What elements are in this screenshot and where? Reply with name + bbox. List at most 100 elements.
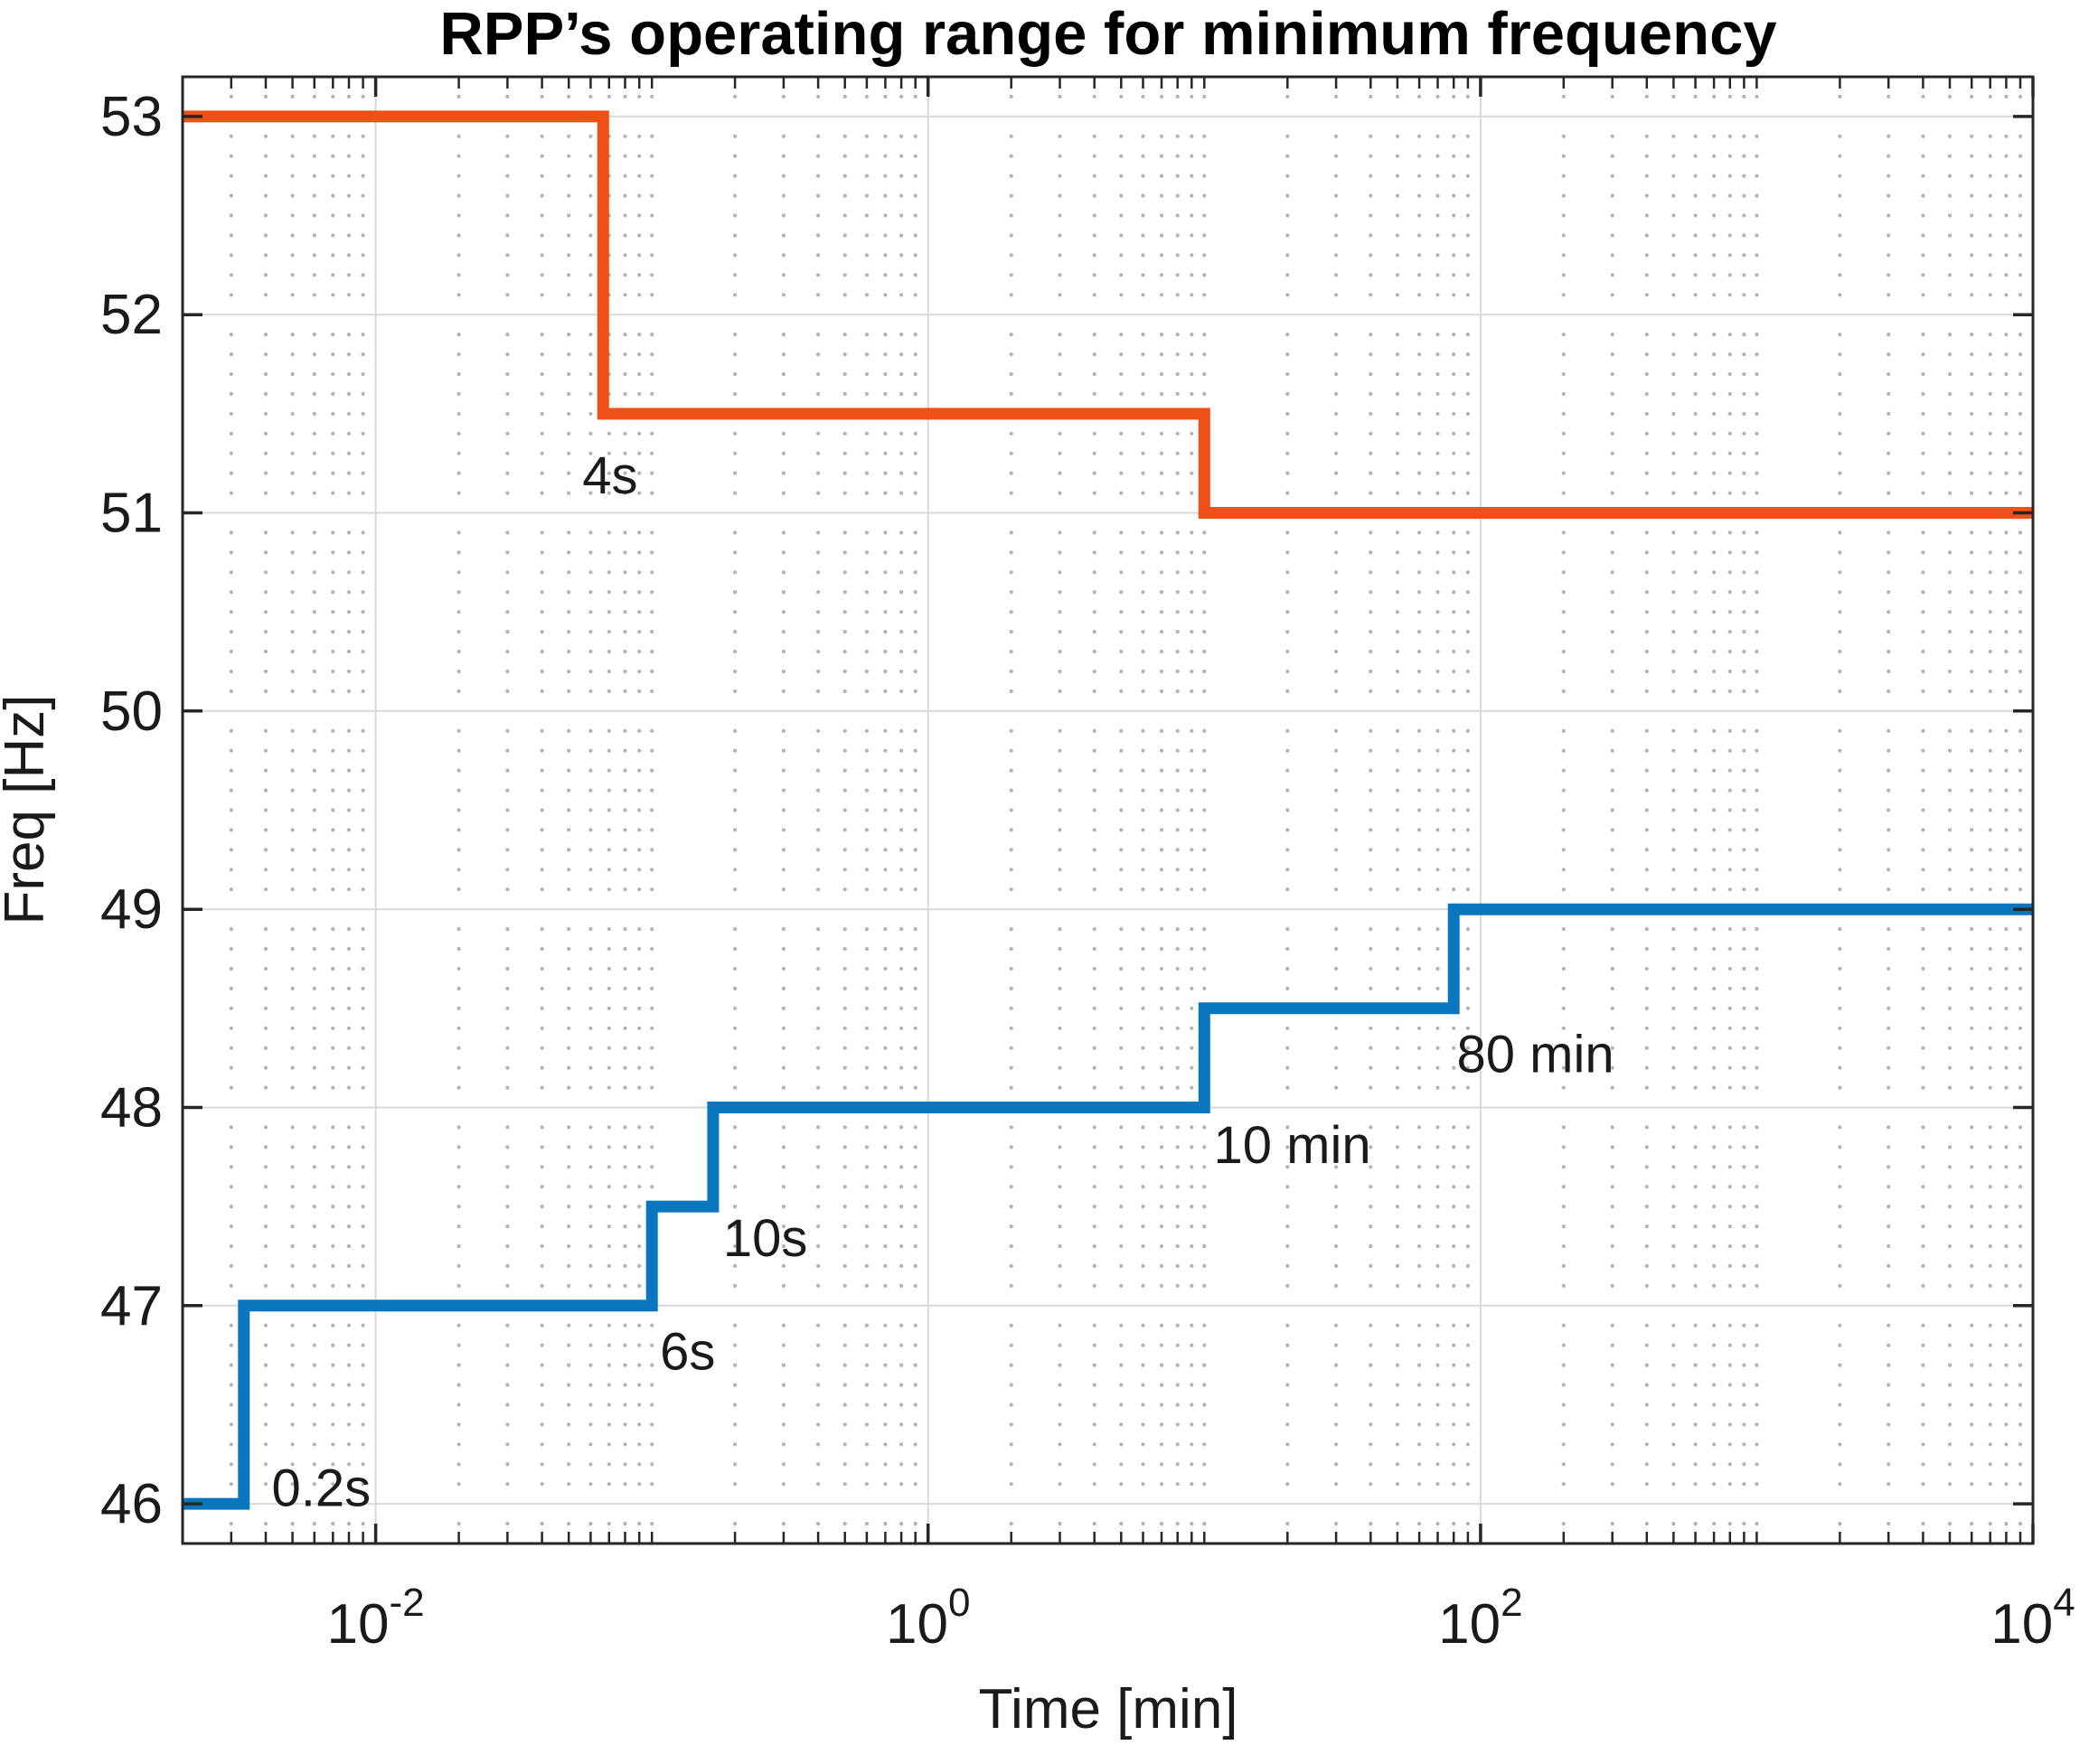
grid-dot xyxy=(623,1145,627,1149)
grid-dot xyxy=(1175,491,1180,495)
grid-dot xyxy=(1712,808,1717,812)
grid-dot xyxy=(1838,1323,1842,1328)
grid-dot xyxy=(1644,134,1649,138)
grid-dot xyxy=(1712,986,1717,990)
grid-dot xyxy=(588,986,593,990)
grid-dot xyxy=(2018,193,2023,198)
grid-dot xyxy=(1159,748,1164,753)
grid-dot xyxy=(1610,610,1614,615)
grid-dot xyxy=(1693,1383,1698,1387)
grid-dot xyxy=(1947,233,1953,238)
grid-dot xyxy=(1202,728,1207,733)
grid-dot xyxy=(2018,728,2023,733)
grid-dot xyxy=(883,728,888,733)
grid-dot xyxy=(1921,728,1925,733)
grid-dot xyxy=(1159,134,1164,138)
grid-dot xyxy=(1334,669,1339,674)
grid-dot xyxy=(1561,431,1566,436)
grid-dot xyxy=(1988,689,1992,694)
grid-dot xyxy=(883,1125,888,1130)
grid-dot xyxy=(816,530,821,535)
grid-dot xyxy=(1285,1026,1290,1030)
grid-dot xyxy=(1395,174,1399,178)
grid-dot xyxy=(1465,1205,1470,1209)
grid-dot xyxy=(913,848,917,852)
grid-dot xyxy=(1435,352,1440,357)
grid-dot xyxy=(1644,570,1649,575)
grid-dot xyxy=(1561,1125,1566,1130)
grid-dot xyxy=(1947,352,1953,357)
grid-dot xyxy=(1009,1383,1013,1387)
grid-dot xyxy=(1988,1383,1992,1387)
grid-dot xyxy=(1727,391,1732,396)
grid-dot xyxy=(1175,431,1180,436)
grid-dot xyxy=(1119,986,1124,990)
grid-dot xyxy=(1141,1422,1145,1427)
grid-dot xyxy=(1610,233,1614,238)
grid-dot xyxy=(1970,1065,1974,1070)
grid-dot xyxy=(361,828,365,832)
grid-dot xyxy=(899,154,904,158)
grid-dot xyxy=(623,352,627,357)
grid-dot xyxy=(1009,1046,1013,1050)
grid-dot xyxy=(607,1343,611,1347)
grid-dot xyxy=(1727,333,1732,337)
grid-dot xyxy=(588,828,593,832)
grid-dot xyxy=(733,768,738,773)
grid-dot xyxy=(1369,1283,1373,1288)
grid-dot xyxy=(1610,174,1614,178)
grid-dot xyxy=(346,768,352,773)
grid-dot xyxy=(1159,887,1164,892)
grid-dot xyxy=(1435,174,1440,178)
grid-dot xyxy=(1285,1442,1290,1447)
grid-dot xyxy=(1887,649,1891,654)
grid-dot xyxy=(1202,1323,1207,1328)
grid-dot xyxy=(864,1085,870,1090)
grid-dot xyxy=(588,1263,593,1268)
grid-dot xyxy=(883,134,888,138)
grid-dot xyxy=(229,1065,233,1070)
grid-dot xyxy=(1693,530,1698,535)
grid-dot xyxy=(1285,1046,1290,1050)
grid-dot xyxy=(781,293,786,297)
grid-dot xyxy=(1009,174,1013,178)
grid-dot xyxy=(1009,213,1013,218)
grid-dot xyxy=(1921,1343,1925,1347)
grid-dot xyxy=(1970,1205,1974,1209)
grid-dot xyxy=(456,610,461,615)
grid-dot xyxy=(1334,1422,1339,1427)
grid-dot xyxy=(1671,1363,1676,1367)
grid-dot xyxy=(1465,1442,1470,1447)
grid-dot xyxy=(883,1205,888,1209)
grid-dot xyxy=(567,828,571,832)
grid-dot xyxy=(1610,530,1614,535)
grid-dot xyxy=(1988,748,1992,753)
y-tick-label: 53 xyxy=(100,86,163,148)
grid-dot xyxy=(1285,253,1290,258)
grid-dot xyxy=(263,1065,268,1070)
grid-dot xyxy=(567,986,571,990)
grid-dot xyxy=(567,590,571,595)
grid-dot xyxy=(899,1125,904,1130)
grid-dot xyxy=(1452,1224,1456,1229)
grid-dot xyxy=(1755,1046,1759,1050)
grid-dot xyxy=(1285,154,1290,158)
grid-dot xyxy=(1712,828,1717,832)
grid-dot xyxy=(1395,1224,1399,1229)
grid-dot xyxy=(1141,1006,1145,1010)
grid-dot xyxy=(1887,293,1891,297)
grid-dot xyxy=(913,1145,917,1149)
grid-dot xyxy=(1058,1283,1062,1288)
grid-dot xyxy=(1988,1343,1992,1347)
grid-dot xyxy=(1712,1046,1717,1050)
grid-dot xyxy=(540,253,544,258)
grid-dot xyxy=(1988,1125,1992,1130)
grid-dot xyxy=(1712,174,1717,178)
grid-dot xyxy=(1712,630,1717,634)
grid-dot xyxy=(456,530,461,535)
grid-dot xyxy=(816,193,821,198)
grid-dot xyxy=(842,1085,847,1090)
grid-dot xyxy=(864,630,870,634)
grid-dot xyxy=(1970,213,1974,218)
grid-dot xyxy=(1921,1383,1925,1387)
